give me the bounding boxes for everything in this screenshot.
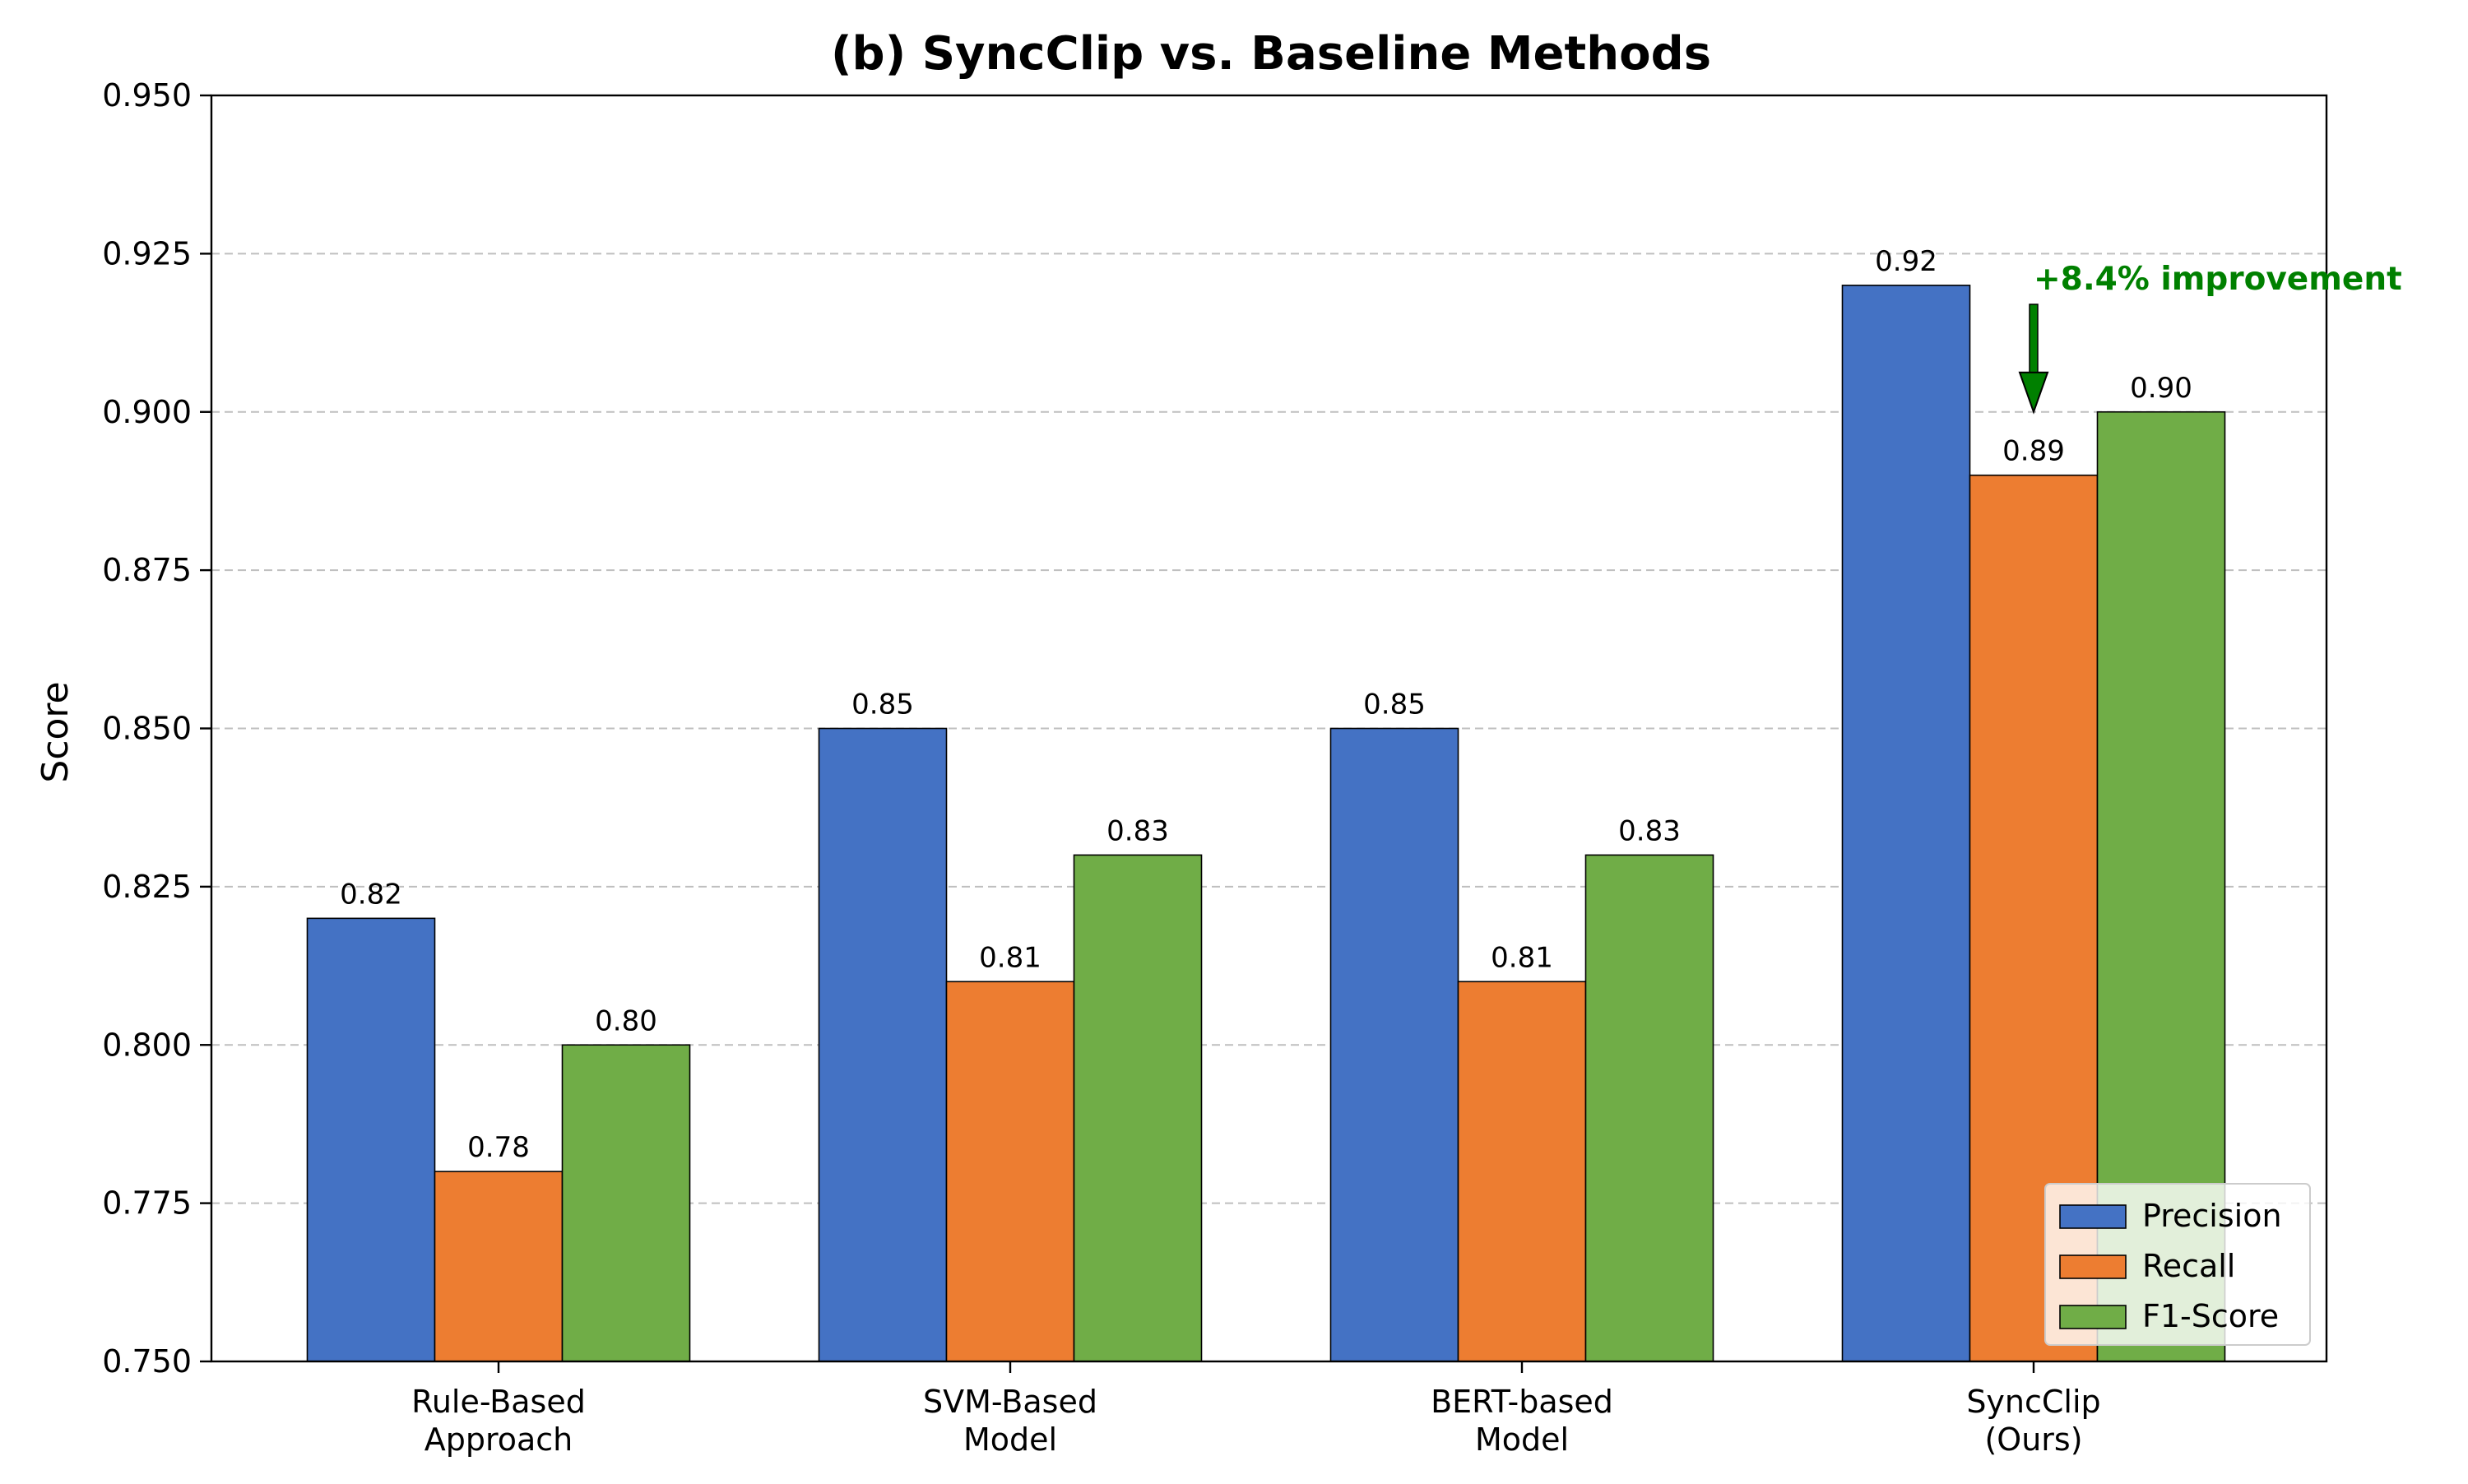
data-label: 0.81 <box>1491 941 1553 974</box>
data-label: 0.78 <box>467 1131 530 1164</box>
annotation-text: +8.4% improvement <box>2034 261 2402 298</box>
data-label: 0.83 <box>1106 814 1169 847</box>
y-axis-label: Score <box>35 681 77 782</box>
bar-recall <box>434 1171 564 1362</box>
data-label: 0.85 <box>851 689 914 721</box>
legend-label: Precision <box>2142 1198 2282 1234</box>
y-tick-label: 0.950 <box>102 77 192 114</box>
bar-precision <box>818 727 948 1362</box>
x-tick-label: SyncClip (Ours) <box>1966 1384 2100 1458</box>
data-label: 0.89 <box>2002 435 2065 468</box>
y-tick-label: 0.900 <box>102 394 192 430</box>
bar-f1-score <box>561 1044 691 1362</box>
y-tick-label: 0.875 <box>102 552 192 588</box>
legend-label: Recall <box>2142 1248 2235 1284</box>
x-tick-label-line: (Ours) <box>1984 1421 2082 1458</box>
data-label: 0.90 <box>2130 372 2192 405</box>
annotation-arrow-shaft <box>2029 304 2039 376</box>
legend-swatch-precision <box>2059 1204 2127 1229</box>
bar-f1-score <box>1073 854 1203 1362</box>
x-tick-label-line: Model <box>1475 1421 1569 1458</box>
bar-precision <box>1329 727 1459 1362</box>
legend-label: F1-Score <box>2142 1298 2279 1334</box>
x-tick-label-line: Rule-Based <box>411 1384 586 1420</box>
x-tick-label: BERT-based Model <box>1431 1384 1613 1458</box>
x-tick-label-line: SyncClip <box>1966 1384 2100 1420</box>
x-tick-label: SVM-Based Model <box>923 1384 1097 1458</box>
legend-swatch-recall <box>2059 1254 2127 1279</box>
y-tick-label: 0.800 <box>102 1027 192 1063</box>
annotation-arrow-head <box>2018 371 2049 415</box>
bar-f1-score <box>1584 854 1714 1362</box>
y-tick-label: 0.925 <box>102 235 192 271</box>
y-tick-label: 0.775 <box>102 1185 192 1222</box>
data-label: 0.85 <box>1363 689 1426 721</box>
bar-precision <box>306 917 436 1362</box>
bars-layer <box>306 285 2226 1362</box>
x-tick-label-line: Model <box>963 1421 1057 1458</box>
x-tick-label: Rule-Based Approach <box>411 1384 586 1458</box>
x-tick-label-line: BERT-based <box>1431 1384 1613 1420</box>
legend: Precision Recall F1-Score <box>2044 1183 2311 1346</box>
annotation-layer: +8.4% improvement <box>2018 261 2402 415</box>
x-tick-label-line: Approach <box>424 1421 573 1458</box>
axis-layer: 0.750 0.775 0.800 0.825 0.850 0.875 0.900 0.925… <box>102 77 2100 1458</box>
data-label: 0.92 <box>1875 245 1937 278</box>
data-labels-layer: 0.82 0.78 0.80 0.85 0.81 0.83 0.85 0.81 0.83 0.92… <box>340 245 2192 1164</box>
bar-recall <box>1457 981 1587 1362</box>
bar-precision <box>1841 285 1971 1362</box>
chart-title: (b) SyncClip vs. Baseline Methods <box>831 27 1711 81</box>
grid-layer <box>211 253 2327 1204</box>
data-label: 0.80 <box>595 1004 657 1037</box>
x-tick-label-line: SVM-Based <box>923 1384 1097 1420</box>
y-tick-label: 0.825 <box>102 869 192 905</box>
bar-recall <box>945 981 1075 1362</box>
data-label: 0.82 <box>340 878 402 911</box>
y-tick-label: 0.850 <box>102 711 192 747</box>
data-label: 0.81 <box>979 941 1041 974</box>
y-tick-label: 0.750 <box>102 1343 192 1380</box>
data-label: 0.83 <box>1618 814 1681 847</box>
legend-swatch-f1-score <box>2059 1305 2127 1329</box>
